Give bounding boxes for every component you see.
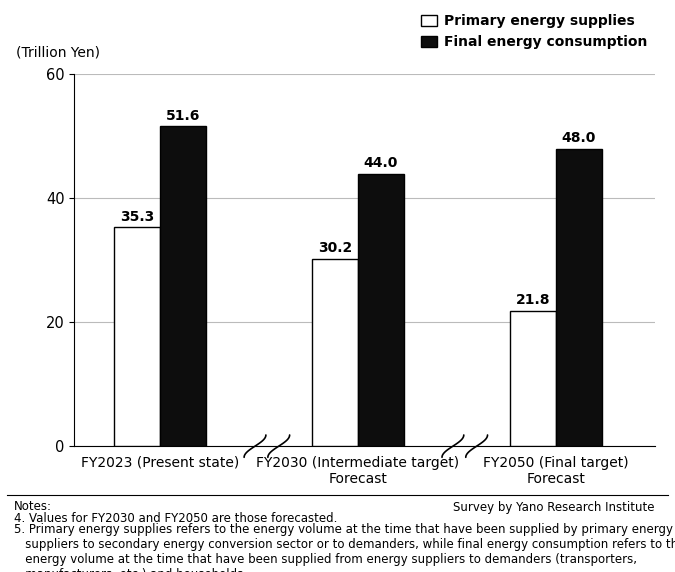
Text: 4. Values for FY2030 and FY2050 are those forecasted.: 4. Values for FY2030 and FY2050 are thos… — [14, 512, 337, 525]
Text: 44.0: 44.0 — [364, 156, 398, 170]
Text: 30.2: 30.2 — [318, 241, 352, 255]
Text: (Trillion Yen): (Trillion Yen) — [16, 46, 100, 59]
Text: Notes:: Notes: — [14, 500, 51, 514]
Bar — [160, 126, 206, 446]
Bar — [556, 149, 602, 446]
Text: 5. Primary energy supplies refers to the energy volume at the time that have bee: 5. Primary energy supplies refers to the… — [14, 523, 675, 572]
Text: 35.3: 35.3 — [119, 210, 154, 224]
Text: 51.6: 51.6 — [166, 109, 200, 122]
Text: 48.0: 48.0 — [562, 131, 596, 145]
Legend: Primary energy supplies, Final energy consumption: Primary energy supplies, Final energy co… — [421, 14, 648, 49]
Text: Survey by Yano Research Institute: Survey by Yano Research Institute — [453, 500, 655, 514]
Bar — [358, 173, 404, 446]
Bar — [114, 228, 160, 446]
Text: 21.8: 21.8 — [516, 293, 550, 307]
Bar — [312, 259, 358, 446]
Bar — [510, 311, 556, 446]
